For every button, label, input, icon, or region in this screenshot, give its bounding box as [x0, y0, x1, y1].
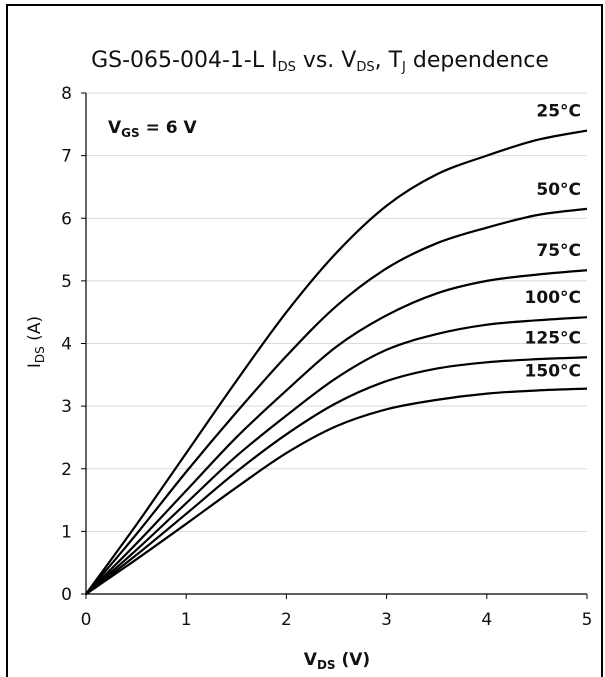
figure-top-border	[6, 0, 603, 6]
curve-label-75c: 75°C	[536, 241, 581, 261]
title-part-4: dependence	[406, 48, 549, 73]
y-tick-label: 6	[61, 209, 72, 229]
title-part-2: vs. V	[296, 48, 357, 73]
x-tick-label: 1	[181, 610, 192, 630]
figure-frame	[6, 0, 603, 677]
title-part-1: GS-065-004-1-L I	[91, 48, 277, 73]
x-tick-labels: 0 1 2 3 4 5	[81, 594, 593, 630]
y-tick-label: 7	[61, 147, 72, 167]
y-tick-label: 1	[61, 522, 72, 542]
curve-100c	[85, 316, 588, 595]
curve-125c	[85, 356, 588, 595]
curve-label-50c: 50°C	[536, 180, 581, 200]
curves	[85, 129, 588, 595]
curve-75c	[85, 269, 588, 595]
curve-50c	[85, 207, 588, 595]
title-part-3: , T	[375, 48, 403, 73]
curve-labels: 25°C 50°C 75°C 100°C 125°C 150°C	[525, 102, 581, 382]
x-tick-label: 4	[481, 610, 492, 630]
y-tick-label: 3	[61, 397, 72, 417]
y-tick-label: 5	[61, 272, 72, 292]
curve-150c	[85, 387, 588, 595]
y-tick-label: 2	[61, 460, 72, 480]
ylabel-main: I	[25, 363, 45, 368]
x-axis-label: VDS (V)	[304, 650, 370, 672]
y-axis-label: IDS (A)	[25, 316, 47, 368]
y-tick-label: 8	[61, 84, 72, 104]
xlabel-unit: (V)	[336, 650, 371, 670]
curve-label-150c: 150°C	[525, 362, 581, 382]
ylabel-unit: (A)	[25, 316, 45, 346]
y-tick-label: 0	[61, 585, 72, 605]
chart-title: GS-065-004-1-L IDS vs. VDS, TJ dependenc…	[91, 48, 549, 75]
ylabel-sub: DS	[33, 346, 47, 363]
xlabel-sub: DS	[317, 658, 336, 672]
vgs-main: V	[108, 118, 122, 138]
curve-label-25c: 25°C	[536, 102, 581, 122]
y-tick-labels: 0 1 2 3 4 5 6 7 8	[61, 84, 86, 605]
curve-label-125c: 125°C	[525, 328, 581, 348]
x-tick-label: 3	[381, 610, 392, 630]
curve-25c	[85, 129, 588, 595]
x-tick-label: 5	[582, 610, 593, 630]
title-sub-2: DS	[356, 60, 374, 75]
x-tick-label: 0	[81, 610, 92, 630]
x-tick-label: 2	[281, 610, 292, 630]
y-tick-label: 4	[61, 335, 72, 355]
xlabel-main: V	[304, 650, 318, 670]
title-sub-1: DS	[278, 60, 296, 75]
curve-label-100c: 100°C	[525, 288, 581, 308]
vgs-rest: = 6 V	[140, 118, 198, 138]
vgs-annotation: VGS = 6 V	[108, 118, 198, 140]
title-sub-3: J	[401, 60, 406, 75]
vgs-sub: GS	[121, 126, 140, 140]
